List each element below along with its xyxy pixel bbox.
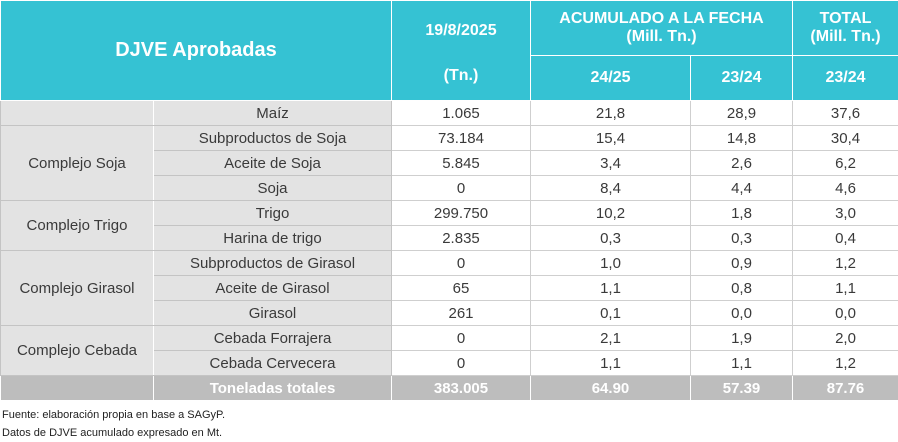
group-label: Complejo Soja: [1, 126, 154, 201]
note: Fuente: elaboración propia en base a SAG…: [2, 406, 898, 424]
cell: 3,4: [531, 151, 691, 176]
cell: 1,1: [531, 351, 691, 376]
cell: 5.845: [392, 151, 531, 176]
column-header: 23/24: [691, 56, 793, 101]
product: Harina de trigo: [154, 226, 392, 251]
cell: 4,6: [793, 176, 898, 201]
group-label: Complejo Cebada: [1, 326, 154, 376]
cell: 1,2: [793, 351, 898, 376]
cell: 0: [392, 251, 531, 276]
accum-title: ACUMULADO A LA FECHA: [531, 10, 792, 28]
cell: 0: [392, 176, 531, 201]
total-cell: 383.005: [392, 376, 531, 401]
cell: 0: [392, 351, 531, 376]
group-label: Complejo Girasol: [1, 251, 154, 326]
cell: 65: [392, 276, 531, 301]
product: Subproductos de Girasol: [154, 251, 392, 276]
product: Girasol: [154, 301, 392, 326]
djve-table: DJVE Aprobadas 19/8/2025 (Tn.) ACUMULADO…: [0, 0, 898, 401]
total-label: Toneladas totales: [154, 376, 392, 401]
cell: 2,0: [793, 326, 898, 351]
cell: 0: [392, 326, 531, 351]
product: Subproductos de Soja: [154, 126, 392, 151]
cell: 0,0: [691, 301, 793, 326]
cell: 1,9: [691, 326, 793, 351]
cell: 8,4: [531, 176, 691, 201]
cell: 261: [392, 301, 531, 326]
group-label: [1, 101, 154, 126]
total-cell: 57.39: [691, 376, 793, 401]
cell: 1,8: [691, 201, 793, 226]
product: Soja: [154, 176, 392, 201]
cell: 0,1: [531, 301, 691, 326]
cell: 1,2: [793, 251, 898, 276]
total-header: TOTAL (Mill. Tn.): [793, 1, 898, 56]
table-title: DJVE Aprobadas: [1, 1, 392, 101]
cell: 1,1: [793, 276, 898, 301]
cell: 1,1: [531, 276, 691, 301]
accum-header: ACUMULADO A LA FECHA (Mill. Tn.): [531, 1, 793, 56]
total-cell: 64.90: [531, 376, 691, 401]
cell: 0,0: [793, 301, 898, 326]
cell: 10,2: [531, 201, 691, 226]
cell: 73.184: [392, 126, 531, 151]
cell: 3,0: [793, 201, 898, 226]
cell: 28,9: [691, 101, 793, 126]
cell: 1,1: [691, 351, 793, 376]
cell: 0,3: [531, 226, 691, 251]
cell: 0,3: [691, 226, 793, 251]
cell: 15,4: [531, 126, 691, 151]
product: Cebada Cervecera: [154, 351, 392, 376]
cell: 37,6: [793, 101, 898, 126]
date-unit: (Tn.): [392, 56, 530, 96]
cell: 30,4: [793, 126, 898, 151]
product: Maíz: [154, 101, 392, 126]
group-label: Complejo Trigo: [1, 201, 154, 251]
cell: 6,2: [793, 151, 898, 176]
table-header: DJVE Aprobadas 19/8/2025 (Tn.) ACUMULADO…: [1, 1, 898, 101]
cell: 4,4: [691, 176, 793, 201]
total-cell: 87.76: [793, 376, 898, 401]
cell: 299.750: [392, 201, 531, 226]
cell: 2,6: [691, 151, 793, 176]
cell: 2.835: [392, 226, 531, 251]
date-header: 19/8/2025 (Tn.): [392, 1, 531, 101]
accum-unit: (Mill. Tn.): [531, 28, 792, 46]
date: 19/8/2025: [392, 6, 530, 56]
total-blank: [1, 376, 154, 401]
cell: 1,0: [531, 251, 691, 276]
cell: 0,4: [793, 226, 898, 251]
product: Trigo: [154, 201, 392, 226]
column-header: 24/25: [531, 56, 691, 101]
cell: 0,9: [691, 251, 793, 276]
product: Aceite de Soja: [154, 151, 392, 176]
cell: 2,1: [531, 326, 691, 351]
cell: 1.065: [392, 101, 531, 126]
total-title: TOTAL: [793, 10, 898, 28]
header-row: DJVE Aprobadas 19/8/2025 (Tn.) ACUMULADO…: [1, 1, 898, 56]
column-header: 23/24: [793, 56, 898, 101]
total-unit: (Mill. Tn.): [793, 28, 898, 46]
product: Aceite de Girasol: [154, 276, 392, 301]
cell: 0,8: [691, 276, 793, 301]
note: Datos de DJVE acumulado expresado en Mt.: [2, 424, 898, 442]
cell: 21,8: [531, 101, 691, 126]
product: Cebada Forrajera: [154, 326, 392, 351]
cell: 14,8: [691, 126, 793, 151]
